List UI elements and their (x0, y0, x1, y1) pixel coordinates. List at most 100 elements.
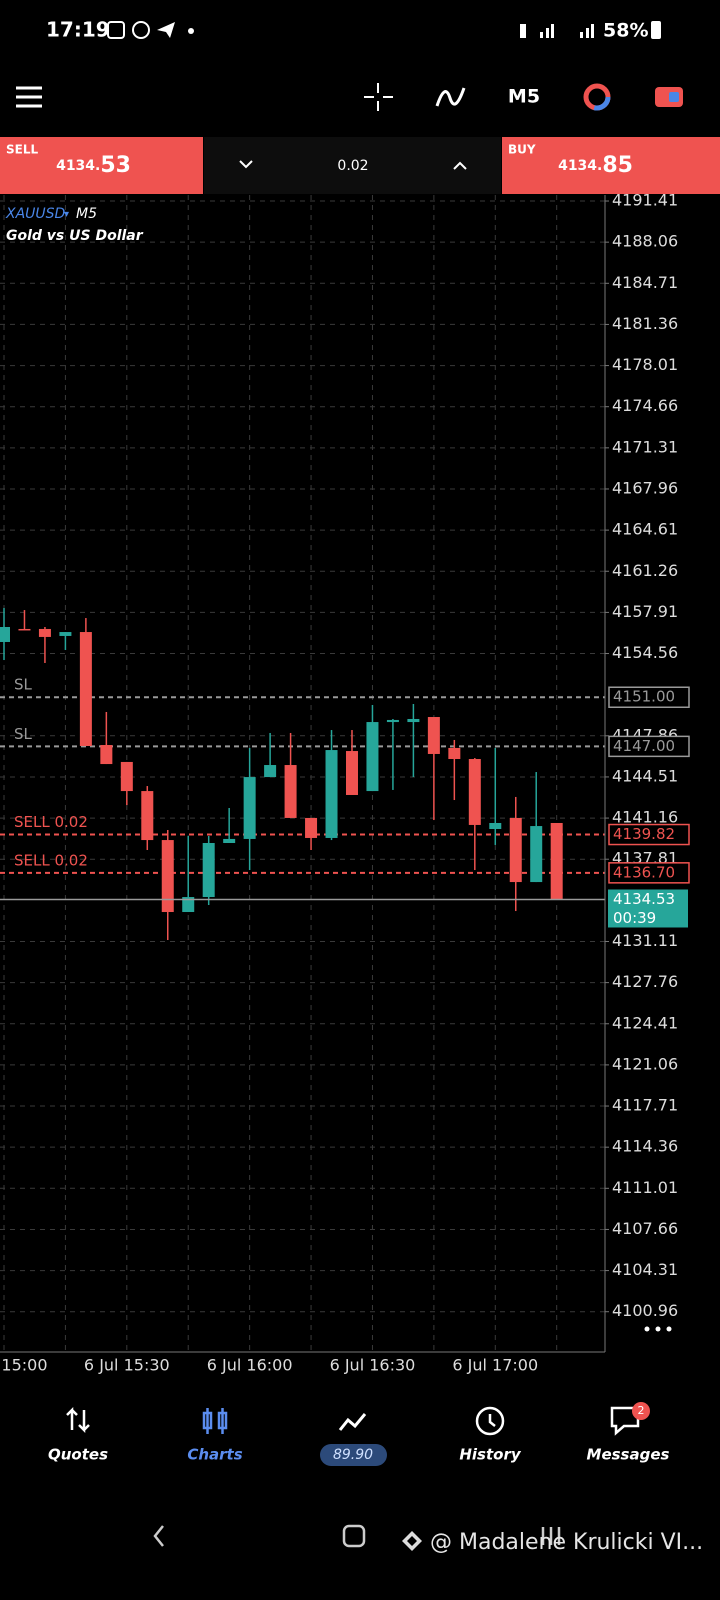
candle-body (489, 822, 502, 830)
sell-label: SELL (6, 143, 38, 157)
level-label: 4139.82 (613, 825, 675, 843)
nav-charts[interactable]: Charts (187, 1446, 242, 1464)
level-box (608, 823, 690, 846)
chart-timeframe: M5 (76, 206, 97, 222)
symbol-description: Gold vs US Dollar (6, 228, 144, 244)
volume-up[interactable] (453, 161, 467, 170)
candle-body (243, 777, 256, 839)
one-click-icon (669, 92, 679, 102)
buy-label: BUY (508, 143, 536, 157)
candle-body (427, 717, 440, 754)
buy-price: 4134.85 (558, 153, 633, 178)
menu-button[interactable] (16, 86, 42, 108)
volume-down[interactable] (239, 160, 253, 169)
messages-badge (632, 1402, 650, 1420)
y-tick-label: 4111.01 (612, 1178, 678, 1197)
candle-body (79, 632, 92, 746)
back-button[interactable] (153, 1525, 164, 1547)
timeframe-button[interactable]: M5 (508, 86, 540, 108)
candle-body (223, 838, 236, 844)
watermark-icon (402, 1531, 422, 1551)
recents-button[interactable] (541, 1527, 561, 1545)
candle-body (0, 627, 10, 642)
y-tick-label: 4121.06 (612, 1054, 678, 1073)
crosshair-button[interactable] (364, 83, 393, 111)
chart-menu[interactable] (644, 1326, 672, 1332)
candle-body (468, 759, 481, 825)
candle-body (407, 718, 420, 723)
sell-price: 4134.53 (56, 153, 131, 178)
candle-body (18, 628, 31, 631)
y-tick-label: 4100.96 (612, 1301, 678, 1320)
candle-body (120, 761, 133, 792)
candle-body (100, 745, 113, 765)
sell-price-main: 4134. (56, 158, 100, 174)
charts-icon (202, 1408, 228, 1434)
buy-price-big: 85 (602, 153, 633, 178)
candle-body (182, 897, 195, 913)
y-tick-label: 4191.41 (612, 191, 678, 210)
x-tick-label: 6 Jul 15:30 (84, 1356, 170, 1375)
y-tick-label: 4174.66 (612, 396, 678, 415)
level-label: 4136.70 (613, 863, 675, 881)
x-tick-label: 6 Jul 16:00 (207, 1356, 293, 1375)
status-icon (107, 21, 125, 39)
candle-body (448, 747, 461, 760)
nav-messages[interactable]: Messages (587, 1446, 670, 1464)
candle-body (386, 719, 399, 723)
y-tick-label: 4117.71 (612, 1096, 678, 1115)
indicators-button[interactable] (435, 87, 466, 107)
symbol[interactable]: XAUUSD (5, 206, 66, 222)
candle-body (530, 826, 543, 883)
volume[interactable]: 0.02 (337, 158, 368, 174)
buy-price-main: 4134. (558, 158, 602, 174)
candle-body (305, 817, 318, 838)
status-icon (132, 21, 150, 39)
y-tick-label: 4157.91 (612, 602, 678, 621)
candle-body (202, 843, 215, 898)
buy-button[interactable] (502, 137, 720, 194)
y-tick-label: 4104.31 (612, 1260, 678, 1279)
y-tick-label: 4171.31 (612, 437, 678, 456)
watermark: @ Madalene Krulicki VI... (430, 1530, 703, 1555)
current-price-box (608, 889, 688, 928)
sell-button[interactable] (0, 137, 203, 194)
battery: 58% (603, 20, 648, 42)
candle-body (141, 791, 154, 841)
y-tick-label: 4161.26 (612, 561, 678, 580)
candle-body (38, 628, 51, 637)
quotes-icon (66, 1406, 90, 1434)
nav-quotes[interactable]: Quotes (48, 1446, 108, 1464)
y-tick-label: 4107.66 (612, 1219, 678, 1238)
y-tick-label: 4114.36 (612, 1137, 678, 1156)
level-box (608, 862, 690, 884)
status-icons (520, 24, 594, 38)
status-icon (188, 28, 194, 34)
history-icon (475, 1406, 505, 1436)
symbol-dropdown: ▾ (64, 209, 69, 220)
y-tick-label: 4144.51 (612, 766, 678, 785)
y-tick-label: 4124.41 (612, 1013, 678, 1032)
candle-body (59, 632, 72, 636)
nav-history[interactable]: History (459, 1446, 521, 1464)
candle-body (284, 765, 297, 818)
chart: 4191.41 4188.06 4184.71 4181.36 4178.01 4174.… (0, 191, 690, 1375)
level-label: 4151.00 (613, 688, 675, 706)
level-box (608, 686, 690, 708)
history-hand (488, 1414, 496, 1427)
nav-trade[interactable]: 89.90 (333, 1447, 373, 1463)
y-tick-label: 4178.01 (612, 355, 678, 374)
candle-body (161, 840, 174, 913)
status-icon (157, 22, 175, 38)
home-button[interactable] (342, 1524, 366, 1548)
x-tick-label: 15:00 (1, 1356, 47, 1375)
level-name: SELL 0.02 (14, 813, 88, 831)
x-tick-label: 6 Jul 16:30 (330, 1356, 416, 1375)
countdown: 00:39 (613, 909, 656, 927)
candle-body (366, 722, 379, 792)
candle-body (264, 765, 277, 778)
level-name: SELL 0.02 (14, 851, 88, 869)
y-tick-label: 4184.71 (612, 273, 678, 292)
level-name: SL (14, 725, 33, 743)
